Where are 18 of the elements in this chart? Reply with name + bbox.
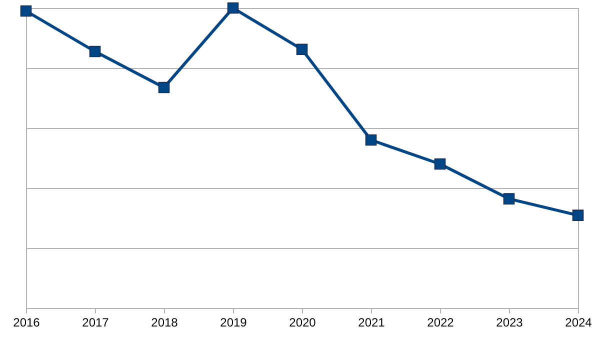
x-tick-label: 2017 xyxy=(82,316,110,330)
x-tick-label: 2016 xyxy=(13,316,40,330)
x-tick-label: 2021 xyxy=(358,316,386,330)
x-tick-label: 2023 xyxy=(496,316,524,330)
point xyxy=(503,193,515,204)
point xyxy=(89,46,101,58)
point xyxy=(20,5,32,17)
point xyxy=(227,2,239,14)
x-tick-label: 2018 xyxy=(151,316,178,330)
point xyxy=(296,44,308,56)
point xyxy=(572,210,584,221)
point xyxy=(434,158,446,170)
x-tick-label: 2022 xyxy=(427,316,454,330)
point xyxy=(365,134,377,146)
x-tick-label: 2024 xyxy=(565,316,592,330)
point xyxy=(158,82,170,94)
x-tick-label: 2020 xyxy=(289,316,316,330)
x-tick-label: 2019 xyxy=(220,316,248,330)
